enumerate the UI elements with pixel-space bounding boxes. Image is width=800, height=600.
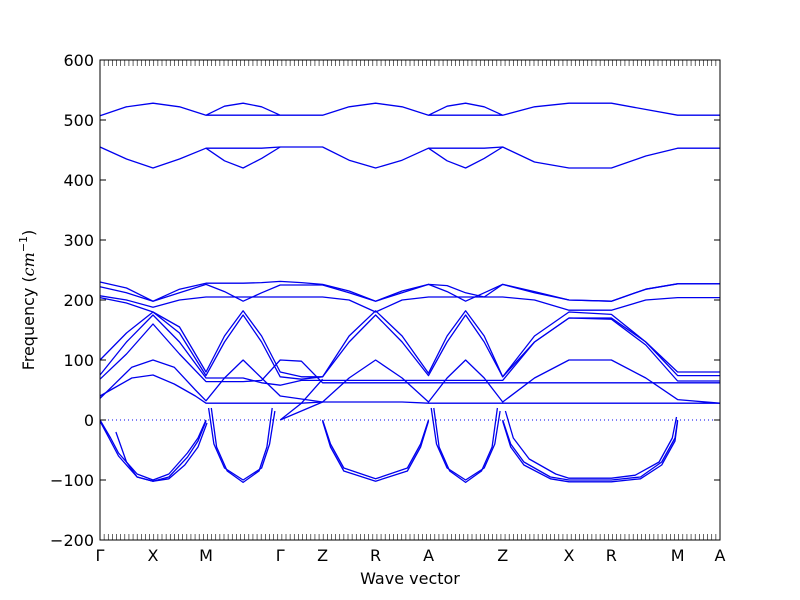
x-tick-label: X <box>148 546 159 565</box>
x-tick-label: R <box>606 546 617 565</box>
band-line-25 <box>430 407 501 481</box>
band-line-26 <box>433 407 499 484</box>
band-lines <box>99 102 721 484</box>
y-axis-title-exponent: −1 <box>17 236 30 252</box>
band-line-24 <box>321 421 430 482</box>
y-tick-label: 100 <box>63 351 94 370</box>
band-line-21 <box>279 401 323 421</box>
x-axis-title: Wave vector <box>360 569 460 588</box>
band-line-14 <box>99 359 721 404</box>
band-line-13 <box>99 323 720 384</box>
y-axis-ticks: −200 −100 0 100 200 300 400 500 600 <box>50 51 720 550</box>
band-line-1 <box>99 102 720 117</box>
y-tick-label: −200 <box>50 531 94 550</box>
band-line-28 <box>502 421 679 483</box>
band-line-16 <box>99 419 207 481</box>
y-axis-title: Frequency (cm−1) <box>17 230 38 371</box>
band-line-18 <box>115 422 208 482</box>
x-tick-label: Γ <box>276 546 285 565</box>
band-line-27 <box>502 419 679 481</box>
y-axis-title-suffix: ) <box>19 230 38 236</box>
x-tick-label: Z <box>497 546 508 565</box>
band-line-2 <box>205 102 281 116</box>
band-line-9 <box>99 295 720 313</box>
x-tick-label: M <box>199 546 213 565</box>
band-line-6 <box>428 146 504 169</box>
y-axis-title-prefix: Frequency ( <box>19 276 38 370</box>
x-tick-label: Z <box>317 546 328 565</box>
band-line-20 <box>210 407 273 484</box>
y-tick-label: −100 <box>50 471 94 490</box>
band-line-17 <box>99 420 207 482</box>
x-tick-label: A <box>715 546 726 565</box>
band-line-19 <box>207 407 276 481</box>
band-line-8 <box>99 283 720 302</box>
band-line-5 <box>205 146 281 169</box>
band-line-22 <box>279 378 324 421</box>
band-line-10 <box>99 296 720 378</box>
y-tick-label: 500 <box>63 111 94 130</box>
y-tick-label: 600 <box>63 51 94 70</box>
band-line-29 <box>504 410 678 479</box>
plot-frame <box>99 59 721 541</box>
band-line-23 <box>321 419 430 480</box>
y-tick-label: 300 <box>63 231 94 250</box>
x-tick-label: R <box>370 546 381 565</box>
x-minor-ticks <box>99 60 721 540</box>
band-line-3 <box>428 102 503 116</box>
x-tick-label: A <box>423 546 434 565</box>
y-tick-label: 400 <box>63 171 94 190</box>
band-line-11 <box>99 311 720 380</box>
y-tick-label: 200 <box>63 291 94 310</box>
x-tick-label: X <box>563 546 574 565</box>
y-axis-title-unit: cm <box>19 252 38 276</box>
band-line-15 <box>99 374 720 404</box>
band-line-12 <box>99 314 720 386</box>
y-tick-label: 0 <box>84 411 94 430</box>
x-tick-label: M <box>671 546 685 565</box>
band-line-4 <box>99 146 720 169</box>
x-tick-label: Γ <box>96 546 105 565</box>
